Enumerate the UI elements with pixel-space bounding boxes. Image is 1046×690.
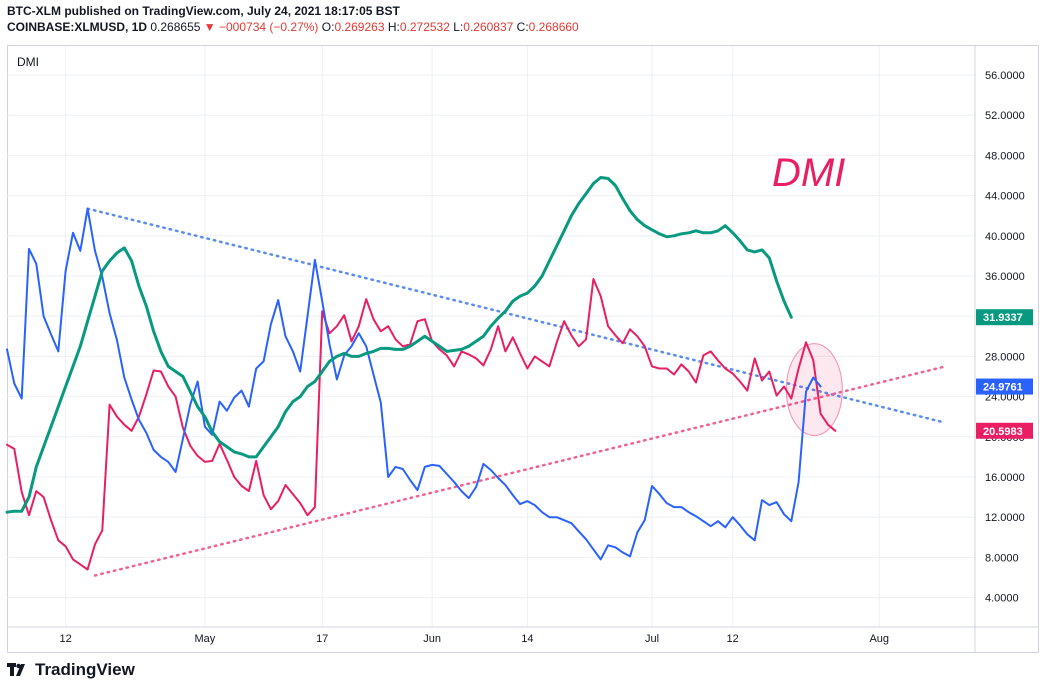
tradingview-footer[interactable]: TradingView xyxy=(7,660,135,680)
close-label: C: xyxy=(516,20,529,34)
crossover-highlight-circle[interactable] xyxy=(785,343,843,437)
x-tick-label: 14 xyxy=(521,633,533,645)
minus-di-line[interactable] xyxy=(6,278,837,571)
y-axis: 56.0000 52.0000 48.0000 44.0000 40.0000 36.00… xyxy=(974,46,1025,653)
x-tick-label: 12 xyxy=(727,633,739,645)
price-change: −000734 (−0.27%) xyxy=(219,20,319,34)
y-tick-label: 56.0000 xyxy=(985,70,1025,82)
x-tick-label: Aug xyxy=(869,633,889,645)
low-label: L: xyxy=(453,20,464,34)
symbol-name[interactable]: COINBASE:XLMUSD, 1D xyxy=(7,20,148,34)
y-tick-label: 4.0000 xyxy=(985,593,1019,605)
y-tick-label: 36.0000 xyxy=(985,271,1025,283)
y-tick-label: 40.0000 xyxy=(985,231,1025,243)
open-value: 0.269263 xyxy=(334,20,385,34)
chart-header: BTC-XLM published on TradingView.com, Ju… xyxy=(7,3,579,35)
low-value: 0.260837 xyxy=(463,20,514,34)
high-label: H: xyxy=(387,20,400,34)
x-tick-label: 17 xyxy=(316,633,328,645)
y-tick-label: 44.0000 xyxy=(985,191,1025,203)
y-tick-label: 12.0000 xyxy=(985,512,1025,524)
indicator-label: DMI xyxy=(17,55,39,69)
open-label: O: xyxy=(321,20,335,34)
y-tick-label: 48.0000 xyxy=(985,150,1025,162)
dmi-annotation: DMI xyxy=(772,151,845,195)
adx-line[interactable] xyxy=(5,176,793,514)
last-price: 0.268655 xyxy=(150,20,201,34)
svg-text:20.5983: 20.5983 xyxy=(983,426,1023,438)
tradingview-logo-icon xyxy=(7,663,25,676)
svg-text:24.9761: 24.9761 xyxy=(983,382,1023,394)
svg-text:31.9337: 31.9337 xyxy=(983,312,1023,324)
grid xyxy=(7,46,975,627)
adx-last-value-label: 31.9337 xyxy=(976,309,1033,326)
y-tick-label: 52.0000 xyxy=(985,110,1025,122)
series-lines xyxy=(5,176,837,571)
x-axis: 12 May 17 Jun 14 Jul 12 Aug xyxy=(7,626,1039,645)
symbol-line: COINBASE:XLMUSD, 1D 0.268655 ▼ −000734 (… xyxy=(7,19,579,35)
publisher-line: BTC-XLM published on TradingView.com, Ju… xyxy=(7,3,579,19)
close-value: 0.268660 xyxy=(528,20,579,34)
publisher-text: BTC-XLM published on TradingView.com, Ju… xyxy=(7,4,400,18)
high-value: 0.272532 xyxy=(399,20,450,34)
trendlines xyxy=(86,207,947,577)
last-value-labels: 31.9337 24.9761 20.5983 xyxy=(976,309,1033,439)
x-tick-label: May xyxy=(195,633,216,645)
minus-di-trendline[interactable] xyxy=(93,365,947,577)
plus-di-trendline[interactable] xyxy=(86,207,947,424)
y-tick-label: 16.0000 xyxy=(985,472,1025,484)
x-tick-label: 12 xyxy=(60,633,72,645)
brand-name: TradingView xyxy=(35,660,135,679)
y-tick-label: 28.0000 xyxy=(985,351,1025,363)
down-arrow-icon: ▼ xyxy=(203,20,216,34)
y-tick-label: 8.0000 xyxy=(985,552,1019,564)
minus-di-last-value-label: 20.5983 xyxy=(976,422,1033,439)
x-tick-label: Jun xyxy=(423,633,441,645)
y-tick-label: 24.0000 xyxy=(985,392,1025,404)
plus-di-last-value-label: 24.9761 xyxy=(976,378,1033,395)
plus-di-line[interactable] xyxy=(6,207,822,561)
x-tick-label: Jul xyxy=(645,633,659,645)
